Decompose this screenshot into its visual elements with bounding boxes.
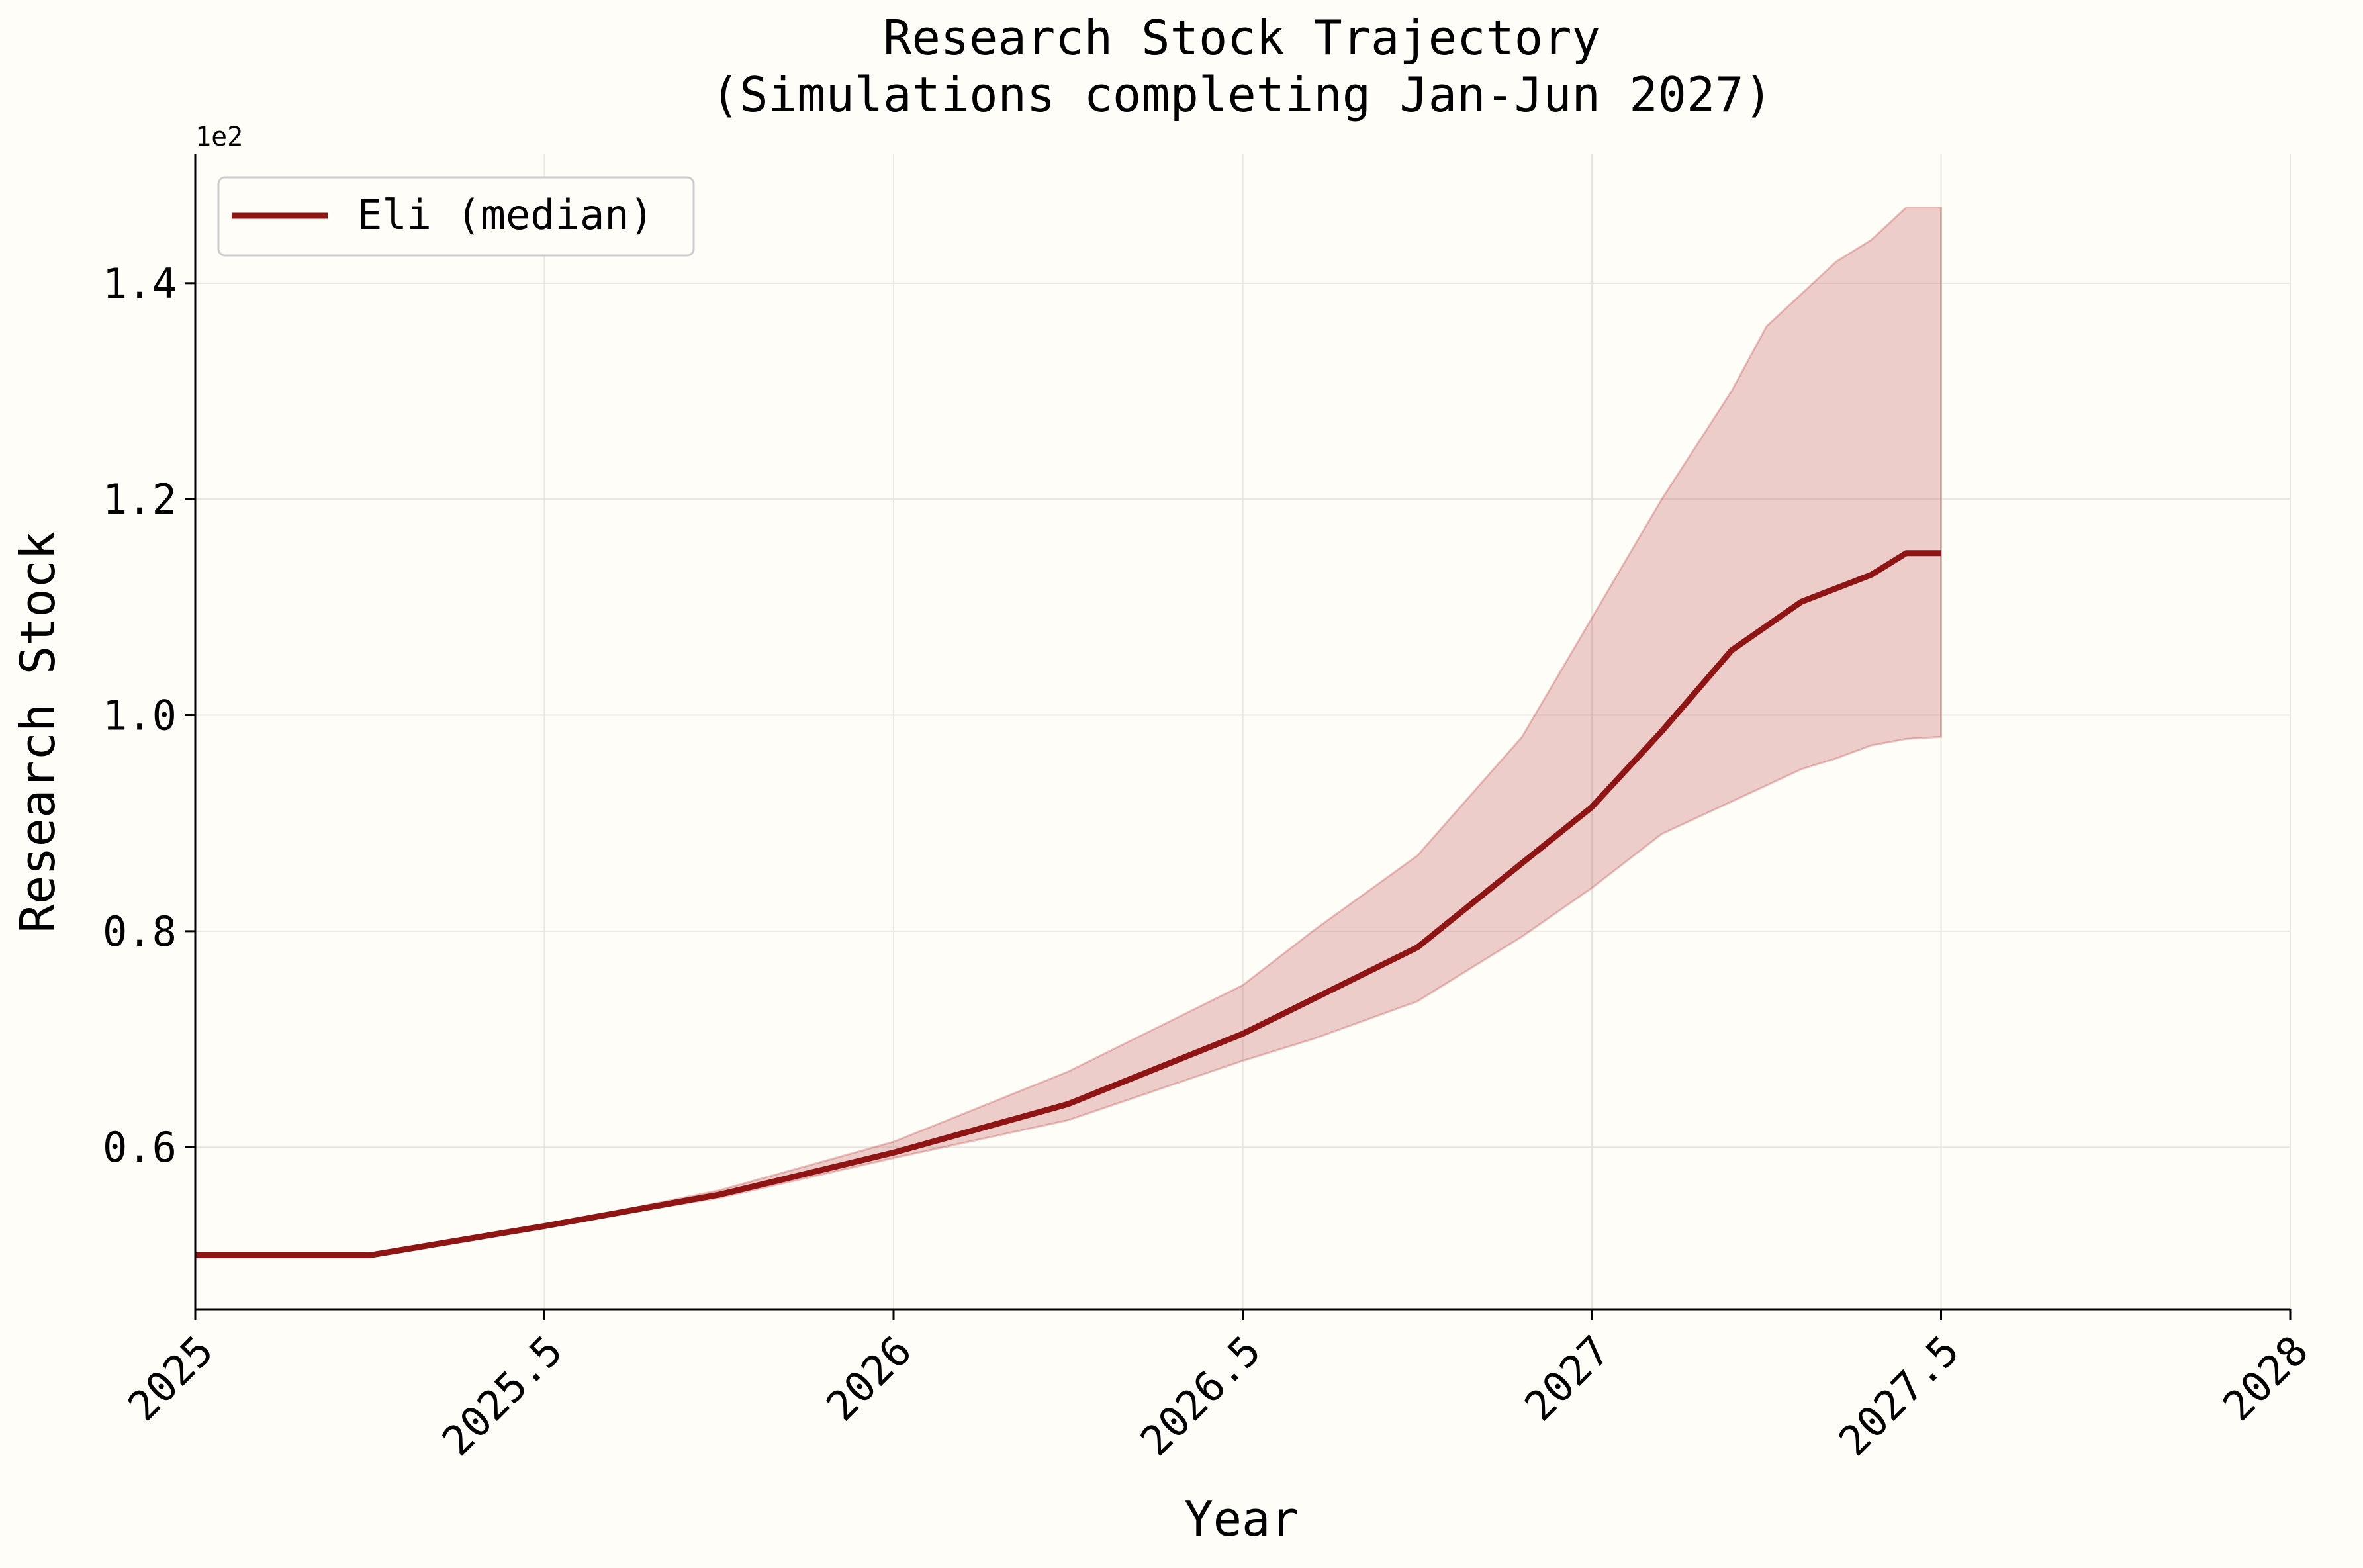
y-tick-label-4: 1.4: [103, 259, 177, 308]
y-tick-label-1: 0.8: [103, 907, 177, 956]
legend-label: Eli (median): [357, 191, 654, 239]
y-tick-label-2: 1.0: [103, 692, 177, 740]
median-line: [195, 550, 1941, 1258]
x-axis-label: Year: [1184, 1491, 1299, 1547]
y-axis-label: Research Stock: [10, 531, 66, 933]
percentile-band: [195, 207, 1942, 1256]
y-tick-label-3: 1.2: [103, 475, 177, 524]
chart-subtitle: (Simulations completing Jan-Jun 2027): [711, 67, 1773, 122]
grid: [195, 154, 2291, 1309]
y-ticks: 0.6 0.8 1.0 1.2 1.4: [103, 259, 195, 1172]
y-offset-label: 1e2: [195, 122, 243, 152]
legend: Eli (median): [217, 176, 695, 257]
chart-title: Research Stock Trajectory: [883, 10, 1600, 66]
legend-box: [217, 176, 695, 257]
y-tick-label-0: 0.6: [103, 1123, 177, 1172]
